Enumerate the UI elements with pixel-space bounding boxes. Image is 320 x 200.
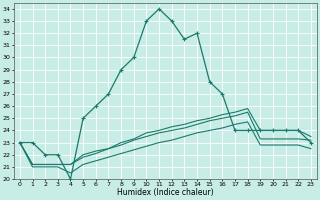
- X-axis label: Humidex (Indice chaleur): Humidex (Indice chaleur): [117, 188, 214, 197]
